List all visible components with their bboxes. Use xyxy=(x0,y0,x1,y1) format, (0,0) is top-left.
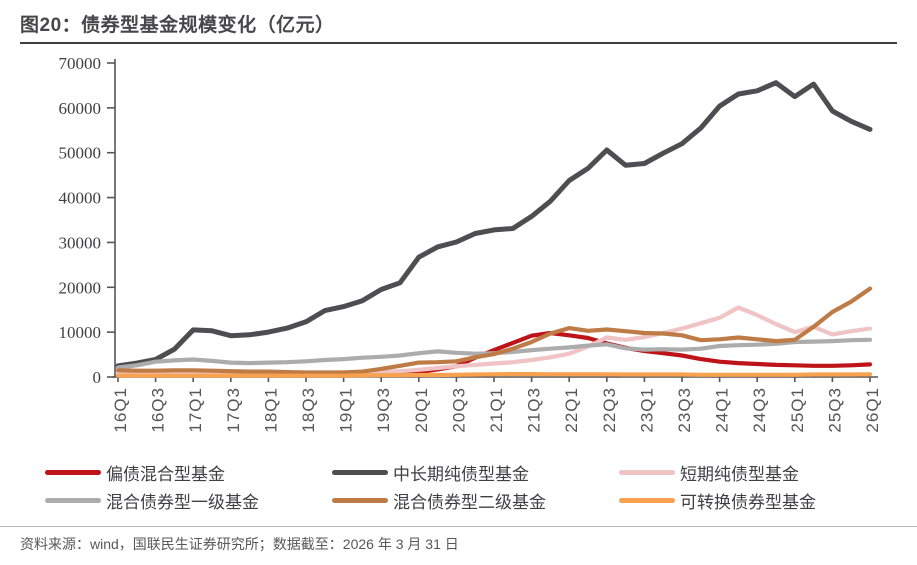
x-tick-label: 22Q1 xyxy=(562,387,581,433)
x-tick-label: 19Q3 xyxy=(374,387,393,433)
x-tick-label: 23Q3 xyxy=(675,387,694,433)
series-line-5 xyxy=(115,372,873,378)
x-tick-label: 20Q3 xyxy=(449,387,468,433)
legend-item: 可转换债券型基金 xyxy=(619,486,906,514)
legend-item: 偏债混合型基金 xyxy=(45,458,332,486)
y-tick-label: 20000 xyxy=(59,278,102,297)
legend-line-swatch xyxy=(619,469,675,475)
x-tick-label: 16Q3 xyxy=(149,387,168,433)
legend-label: 可转换债券型基金 xyxy=(680,492,816,512)
chart-legend: 偏债混合型基金 中长期纯债型基金 短期纯债型基金 混合债券型一级基金 混合债券型… xyxy=(45,458,906,514)
legend-item: 中长期纯债型基金 xyxy=(332,458,619,486)
legend-line-swatch xyxy=(332,497,388,503)
x-tick-label: 25Q3 xyxy=(825,387,844,433)
x-tick-label: 18Q1 xyxy=(261,387,280,433)
x-tick-label: 21Q3 xyxy=(525,387,544,433)
legend-label: 偏债混合型基金 xyxy=(106,464,225,484)
x-tick-label: 18Q3 xyxy=(299,387,318,433)
title-divider xyxy=(20,42,897,44)
legend-label: 混合债券型一级基金 xyxy=(106,492,259,512)
legend-line-swatch xyxy=(45,497,101,503)
y-tick-label: 40000 xyxy=(59,189,102,208)
x-tick-label: 24Q3 xyxy=(750,387,769,433)
footer-divider xyxy=(0,526,917,527)
y-tick-label: 30000 xyxy=(59,233,102,252)
x-tick-label: 26Q1 xyxy=(863,387,882,433)
y-tick-label: 70000 xyxy=(59,54,102,73)
series-line-1 xyxy=(115,80,873,369)
series-line-4 xyxy=(115,286,873,375)
legend-line-swatch xyxy=(619,497,675,503)
y-tick-label: 0 xyxy=(93,368,102,387)
y-tick-label: 60000 xyxy=(59,99,102,118)
legend-label: 中长期纯债型基金 xyxy=(393,464,529,484)
legend-line-swatch xyxy=(332,469,388,475)
legend-label: 短期纯债型基金 xyxy=(680,464,799,484)
x-tick-label: 20Q1 xyxy=(412,387,431,433)
x-tick-label: 21Q1 xyxy=(487,387,506,433)
legend-item: 混合债券型一级基金 xyxy=(45,486,332,514)
x-tick-label: 17Q3 xyxy=(224,387,243,433)
x-tick-label: 16Q1 xyxy=(111,387,130,433)
legend-line-swatch xyxy=(45,469,101,475)
x-tick-label: 19Q1 xyxy=(337,387,356,433)
x-tick-label: 17Q1 xyxy=(186,387,205,433)
chart-title: 图20：债券型基金规模变化（亿元） xyxy=(20,15,335,36)
x-tick-label: 23Q1 xyxy=(637,387,656,433)
x-tick-label: 22Q3 xyxy=(600,387,619,433)
legend-item: 短期纯债型基金 xyxy=(619,458,906,486)
x-tick-label: 24Q1 xyxy=(713,387,732,433)
x-tick-label: 25Q1 xyxy=(788,387,807,433)
legend-item: 混合债券型二级基金 xyxy=(332,486,619,514)
source-note: 资料来源：wind，国联民生证券研究所；数据截至：2026 年 3 月 31 日 xyxy=(20,536,459,552)
y-tick-label: 10000 xyxy=(59,323,102,342)
legend-label: 混合债券型二级基金 xyxy=(393,492,546,512)
y-tick-label: 50000 xyxy=(59,144,102,163)
